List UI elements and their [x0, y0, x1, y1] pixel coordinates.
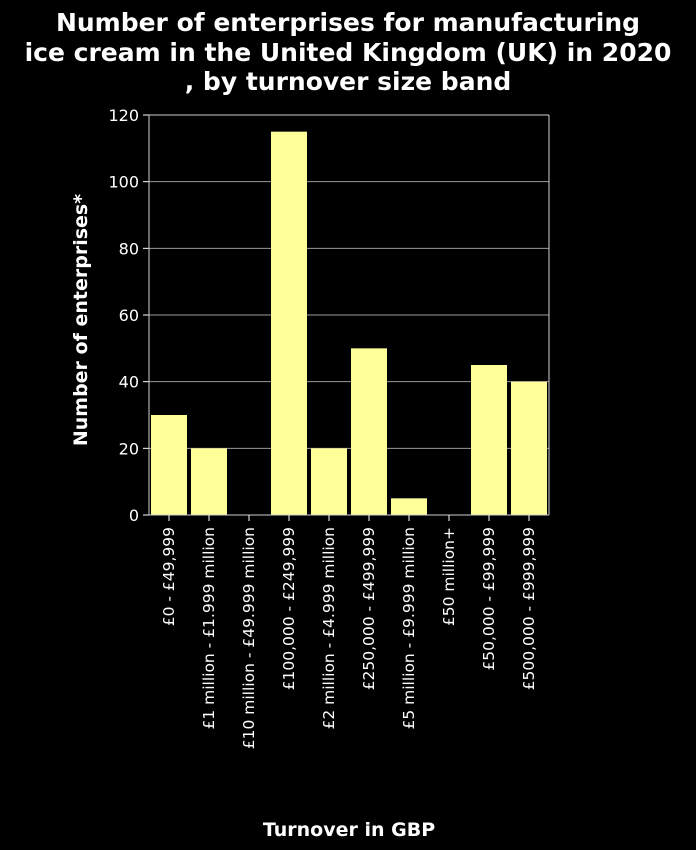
y-tick-label: 80 [119, 239, 139, 258]
axes [143, 114, 550, 521]
chart-title-line-3: , by turnover size band [185, 67, 512, 96]
y-tick-label: 20 [119, 439, 139, 458]
y-tick-label: 60 [119, 306, 139, 325]
x-tick-label: £1 million - £1.999 million [200, 527, 218, 730]
x-tick-label: £500,000 - £999,999 [520, 527, 538, 690]
x-tick-label: £100,000 - £249,999 [280, 527, 298, 690]
bar [391, 498, 427, 515]
bar [311, 448, 347, 515]
y-tick-labels: 0 20 40 60 80 100 120 [108, 106, 139, 525]
x-tick-label: £10 million - £49.999 million [240, 527, 258, 749]
bar [511, 381, 547, 515]
x-tick-label: £0 - £49,999 [160, 527, 178, 626]
chart-title-line-1: Number of enterprises for manufacturing [56, 8, 640, 37]
bars [151, 131, 547, 515]
x-tick-label: £5 million - £9.999 million [400, 527, 418, 730]
bar [471, 365, 507, 515]
x-axis-label: Turnover in GBP [263, 819, 435, 841]
chart-title-line-2: ice cream in the United Kingdom (UK) in … [25, 38, 672, 67]
bar [191, 448, 227, 515]
y-tick-label: 0 [129, 506, 139, 525]
bar [151, 415, 187, 515]
x-tick-labels: £0 - £49,999 £1 million - £1.999 million £… [160, 527, 538, 749]
y-axis-label: Number of enterprises* [70, 194, 92, 446]
x-tick-label: £250,000 - £499,999 [360, 527, 378, 690]
y-tick-label: 100 [108, 173, 139, 192]
bar [271, 131, 307, 515]
bar [351, 348, 387, 515]
y-tick-label: 40 [119, 373, 139, 392]
y-tick-label: 120 [108, 106, 139, 125]
x-tick-label: £50,000 - £99,999 [480, 527, 498, 671]
x-tick-label: £50 million+ [440, 527, 458, 626]
x-tick-label: £2 million - £4.999 million [320, 527, 338, 730]
